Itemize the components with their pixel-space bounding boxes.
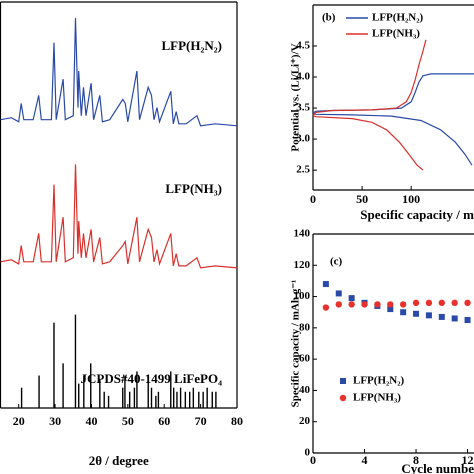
data-point (335, 290, 342, 297)
y-axis-label: Specific capacity / mAh g⁻¹ (290, 280, 302, 408)
x-tick-label: 12 (462, 453, 474, 467)
data-point (451, 299, 458, 307)
x-tick-label: 40 (85, 414, 97, 428)
data-point (387, 301, 394, 308)
x-tick-label: 50 (122, 414, 134, 428)
y-tick-label: 40 (299, 384, 311, 396)
y-tick-label: 4.0 (296, 71, 310, 83)
voltage-curve (312, 114, 424, 171)
xrd-pattern (0, 18, 238, 127)
legend-label: LFP(H₂N₂) (353, 375, 405, 387)
legend-label: LFP(NH₃) (353, 392, 401, 404)
voltage-curve (312, 39, 427, 116)
x-tick-label: 30 (49, 414, 61, 428)
x-tick-label: 0 (310, 192, 316, 206)
y-tick-label: 4.5 (296, 40, 310, 52)
data-point (348, 301, 355, 308)
data-point (387, 306, 394, 313)
data-point (412, 299, 420, 307)
x-axis-label: Cycle numbe (401, 461, 474, 474)
data-point (413, 310, 420, 317)
y-tick-label: 60 (299, 353, 311, 365)
data-point (361, 301, 368, 308)
y-tick-label: 0 (305, 447, 311, 459)
voltage-curve (312, 73, 474, 114)
data-point (438, 299, 445, 307)
x-tick-label: 8 (413, 453, 419, 467)
y-tick-label: 2.5 (296, 164, 310, 176)
legend-label: LFP(NH₃) (372, 28, 420, 40)
pattern-label: JCPDS#40-1499 LiFePO₄ (81, 371, 223, 386)
panel-label: (b) (322, 12, 336, 24)
data-point (425, 312, 432, 319)
x-axis-label: 2θ / degree (89, 453, 149, 468)
x-tick-label: 4 (362, 453, 368, 467)
legend-marker (340, 378, 346, 384)
legend-marker (339, 394, 347, 402)
xrd-pattern (0, 164, 238, 269)
x-tick-label: 80 (231, 414, 243, 428)
y-tick-label: 20 (299, 415, 311, 427)
y-tick-label: 3.5 (296, 102, 310, 114)
x-tick-label: 70 (195, 414, 207, 428)
data-point (400, 309, 407, 316)
y-tick-label: 80 (299, 321, 311, 333)
panel-label: (c) (330, 256, 343, 268)
x-axis-label: Specific capacity / m (360, 207, 474, 222)
legend-label: LFP(H₂N₂) (372, 12, 424, 24)
y-tick-label: 120 (294, 259, 311, 271)
y-tick-label: 100 (294, 290, 311, 302)
x-tick-label: 0 (310, 453, 316, 467)
x-tick-label: 100 (402, 192, 420, 206)
x-tick-label: 50 (356, 192, 368, 206)
data-point (425, 299, 433, 307)
x-tick-label: 20 (13, 414, 25, 428)
y-axis-label: Potential vs. (Li/Li⁺)/V (290, 43, 302, 151)
voltage-curve (312, 112, 473, 166)
data-point (464, 299, 471, 307)
pattern-label: LFP(H₂N₂) (161, 38, 222, 53)
y-tick-label: 3.0 (296, 133, 310, 145)
data-point (438, 313, 445, 320)
data-point (348, 295, 355, 302)
x-tick-label: 60 (158, 414, 170, 428)
data-point (322, 304, 330, 311)
data-point (374, 301, 381, 308)
pattern-label: LFP(NH₃) (165, 181, 222, 196)
y-tick-label: 140 (294, 228, 311, 240)
data-point (399, 301, 407, 308)
data-point (451, 315, 458, 322)
data-point (322, 281, 329, 288)
data-point (335, 301, 342, 308)
data-point (464, 317, 471, 324)
